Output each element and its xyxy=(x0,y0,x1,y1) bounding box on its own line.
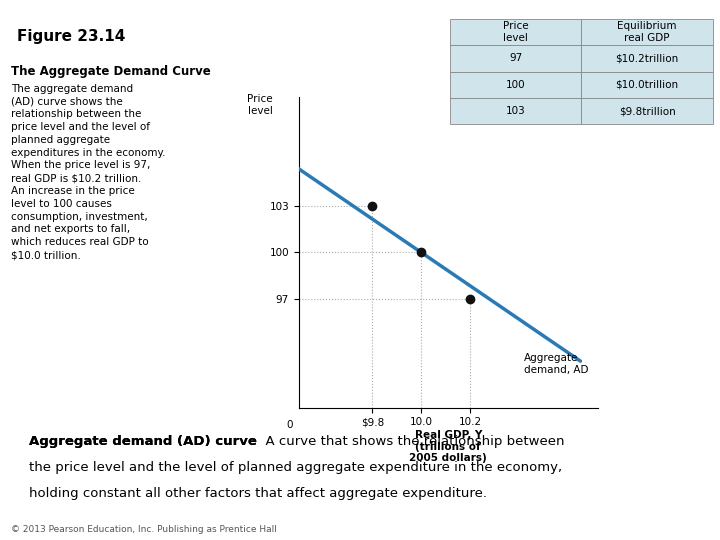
Text: © 2013 Pearson Education, Inc. Publishing as Prentice Hall: © 2013 Pearson Education, Inc. Publishin… xyxy=(11,524,276,534)
Text: Aggregate demand (AD) curve  A curve that shows the relationship between: Aggregate demand (AD) curve A curve that… xyxy=(29,435,541,448)
Text: 0: 0 xyxy=(287,420,293,430)
Text: 68 of 75: 68 of 75 xyxy=(647,525,696,535)
Text: A curve that shows the relationship between: A curve that shows the relationship betw… xyxy=(256,435,564,448)
Text: The aggregate demand
(AD) curve shows the
relationship between the
price level a: The aggregate demand (AD) curve shows th… xyxy=(11,84,166,260)
Y-axis label: Price
level: Price level xyxy=(247,94,273,116)
Text: the price level and the level of planned aggregate expenditure in the economy,: the price level and the level of planned… xyxy=(29,461,562,474)
X-axis label: Real GDP, Y
(trillions of
2005 dollars): Real GDP, Y (trillions of 2005 dollars) xyxy=(410,430,487,463)
Text: Aggregate demand (AD) curve: Aggregate demand (AD) curve xyxy=(29,435,256,448)
Text: Aggregate demand (AD) curve: Aggregate demand (AD) curve xyxy=(29,435,256,448)
Text: holding constant all other factors that affect aggregate expenditure.: holding constant all other factors that … xyxy=(29,487,487,500)
Text: Aggregate
demand, AD: Aggregate demand, AD xyxy=(524,353,589,375)
Text: Figure 23.14: Figure 23.14 xyxy=(17,29,126,44)
Text: The Aggregate Demand Curve: The Aggregate Demand Curve xyxy=(11,65,210,78)
